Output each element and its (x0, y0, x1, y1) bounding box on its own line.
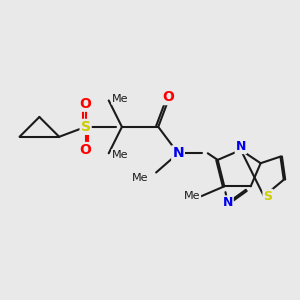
Text: N: N (172, 146, 184, 160)
Text: Me: Me (112, 94, 128, 104)
Text: S: S (263, 190, 272, 203)
Text: S: S (81, 120, 91, 134)
Text: O: O (162, 90, 174, 104)
Text: N: N (236, 140, 246, 153)
Text: Me: Me (112, 150, 128, 160)
Text: O: O (80, 97, 92, 111)
Text: N: N (222, 196, 233, 209)
Text: O: O (80, 143, 92, 157)
Text: Me: Me (132, 173, 148, 183)
Text: Me: Me (184, 191, 200, 201)
